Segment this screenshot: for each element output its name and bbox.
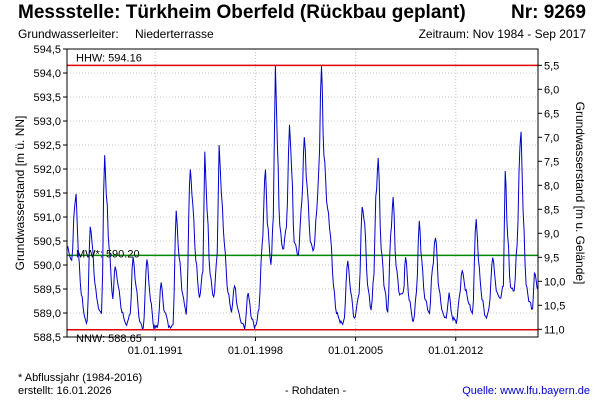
- y-tick-label-right: 9,0: [544, 228, 559, 240]
- y-tick-label-left: 590,0: [33, 260, 61, 272]
- y-tick-label-right: 7,5: [544, 156, 559, 168]
- y-tick-label-right: 7,0: [544, 132, 559, 144]
- x-tick-label: 01.01.2012: [428, 345, 483, 357]
- y-tick-label-left: 592,5: [33, 140, 61, 152]
- axis-ticks: 588,5 589,0 589,5 590,0 590,5 591,0 591,5 592,0…: [33, 44, 565, 357]
- y-tick-label-right: 10,5: [544, 300, 565, 312]
- reference-line-label: HHW: 594.16: [76, 52, 142, 64]
- x-tick-label: 01.01.1998: [228, 345, 283, 357]
- series-layer: [66, 65, 539, 331]
- y-tick-label-right: 5,5: [544, 60, 559, 72]
- y-tick-label-left: 589,5: [33, 284, 61, 296]
- aquifer-label: Grundwasserleiter:: [18, 27, 119, 41]
- y-tick-label-right: 8,5: [544, 204, 559, 216]
- y-tick-label-right: 8,0: [544, 180, 559, 192]
- y-tick-label-left: 593,0: [33, 116, 61, 128]
- y-tick-label-right: 11,0: [544, 324, 565, 336]
- x-tick-label: 01.01.1991: [128, 345, 183, 357]
- y-tick-label-left: 594,0: [33, 68, 61, 80]
- y-axis-right-label: Grundwasserstand [m u. Gelände]: [573, 102, 587, 285]
- y-tick-label-left: 594,5: [33, 44, 61, 56]
- raw-data-note: - Rohdaten -: [285, 385, 347, 397]
- y-tick-label-left: 592,0: [33, 164, 61, 176]
- period-label: Zeitraum: Nov 1984 - Sep 2017: [418, 27, 586, 41]
- reference-line-label: MW*: 590.20: [76, 248, 140, 260]
- aquifer-value: Niederterrasse: [135, 27, 214, 41]
- created-date: erstellt: 16.01.2026: [18, 385, 112, 397]
- station-number: Nr: 9269: [511, 2, 586, 23]
- groundwater-level-series: [66, 65, 539, 331]
- y-tick-label-right: 6,0: [544, 84, 559, 96]
- y-tick-label-left: 593,5: [33, 92, 61, 104]
- x-tick-label: 01.01.2005: [328, 345, 383, 357]
- reference-lines: HHW: 594.16 MW*: 590.20 NNW: 588.65: [67, 52, 538, 345]
- y-tick-label-left: 589,0: [33, 308, 61, 320]
- y-tick-label-left: 591,0: [33, 212, 61, 224]
- reference-line-label: NNW: 588.65: [76, 333, 142, 345]
- y-tick-label-left: 591,5: [33, 188, 61, 200]
- station-title: Messstelle: Türkheim Oberfeld (Rückbau g…: [18, 2, 466, 23]
- y-tick-label-left: 590,5: [33, 236, 61, 248]
- y-axis-left-label: Grundwasserstand [m ü. NN]: [13, 116, 27, 271]
- y-tick-label-right: 10,0: [544, 276, 565, 288]
- y-tick-label-left: 588,5: [33, 332, 61, 344]
- y-tick-label-right: 9,5: [544, 252, 559, 264]
- source-link[interactable]: Quelle: www.lfu.bayern.de: [462, 385, 590, 397]
- footnote: * Abflussjahr (1984-2016): [18, 372, 143, 384]
- y-tick-label-right: 6,5: [544, 108, 559, 120]
